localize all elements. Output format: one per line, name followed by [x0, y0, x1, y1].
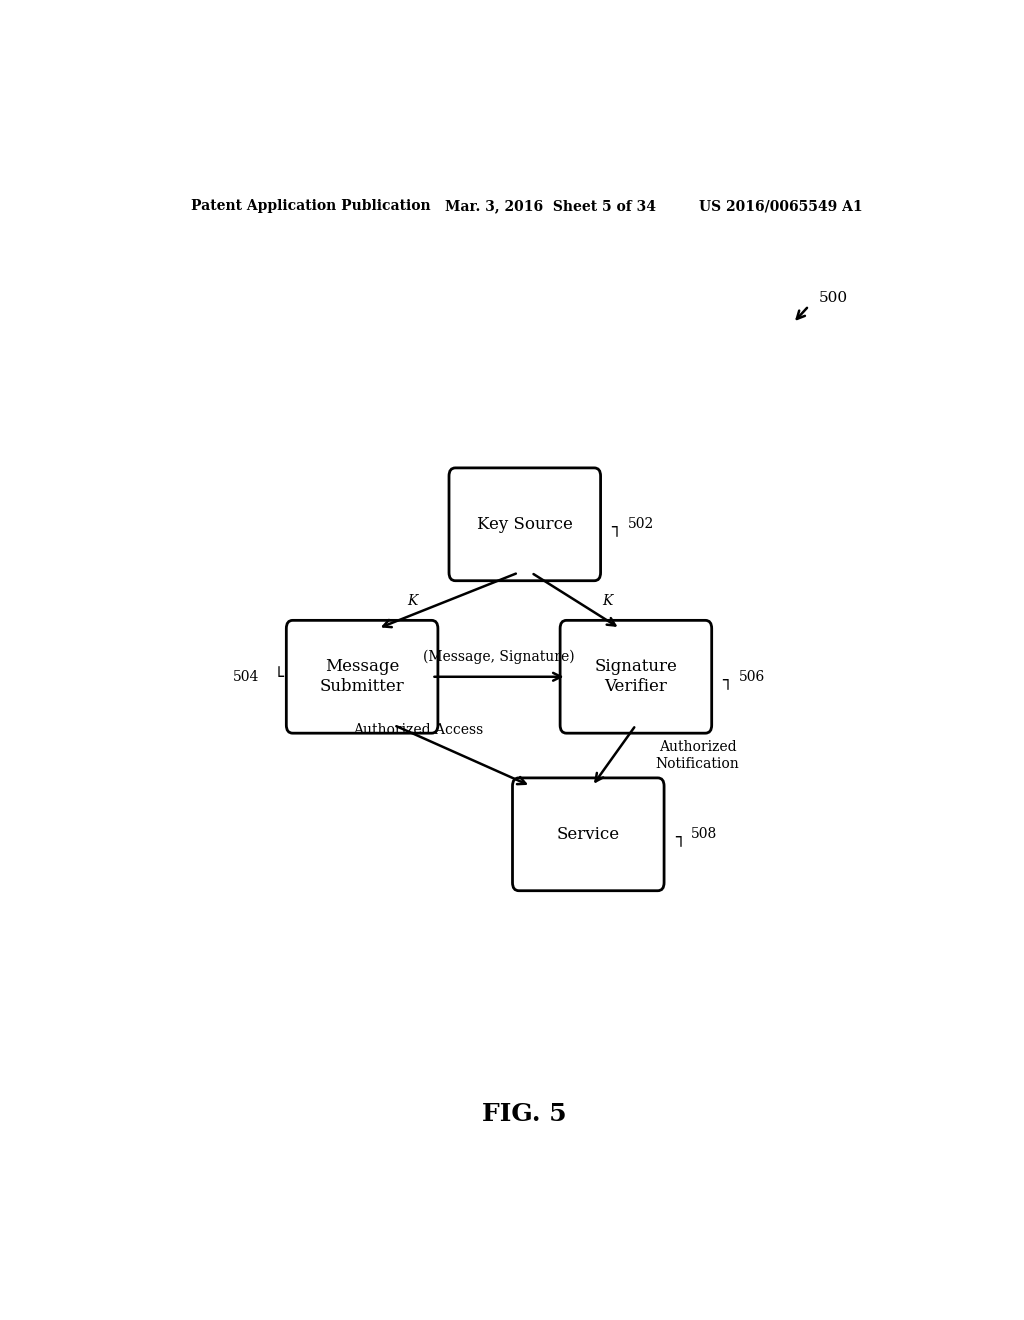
Text: (Message, Signature): (Message, Signature) [423, 649, 574, 664]
Text: 502: 502 [628, 517, 653, 532]
Text: 500: 500 [818, 290, 848, 305]
Text: Patent Application Publication: Patent Application Publication [191, 199, 431, 213]
Text: Mar. 3, 2016  Sheet 5 of 34: Mar. 3, 2016 Sheet 5 of 34 [445, 199, 656, 213]
Text: Authorized
Notification: Authorized Notification [655, 741, 739, 771]
Text: Key Source: Key Source [477, 516, 572, 533]
Text: K: K [602, 594, 612, 607]
Text: 508: 508 [691, 828, 717, 841]
Text: Signature
Verifier: Signature Verifier [595, 659, 677, 696]
Text: Service: Service [557, 826, 620, 842]
FancyBboxPatch shape [287, 620, 438, 733]
Text: FIG. 5: FIG. 5 [482, 1102, 567, 1126]
Text: US 2016/0065549 A1: US 2016/0065549 A1 [699, 199, 863, 213]
FancyBboxPatch shape [449, 467, 601, 581]
Text: Authorized Access: Authorized Access [353, 723, 483, 738]
Text: Message
Submitter: Message Submitter [319, 659, 404, 696]
FancyBboxPatch shape [512, 777, 665, 891]
Text: 506: 506 [738, 669, 765, 684]
Text: └: └ [668, 825, 677, 843]
Text: K: K [408, 594, 418, 607]
Text: 504: 504 [233, 669, 259, 684]
FancyBboxPatch shape [560, 620, 712, 733]
Text: └: └ [273, 668, 284, 686]
Text: └: └ [604, 515, 613, 533]
Text: └: └ [715, 668, 725, 686]
